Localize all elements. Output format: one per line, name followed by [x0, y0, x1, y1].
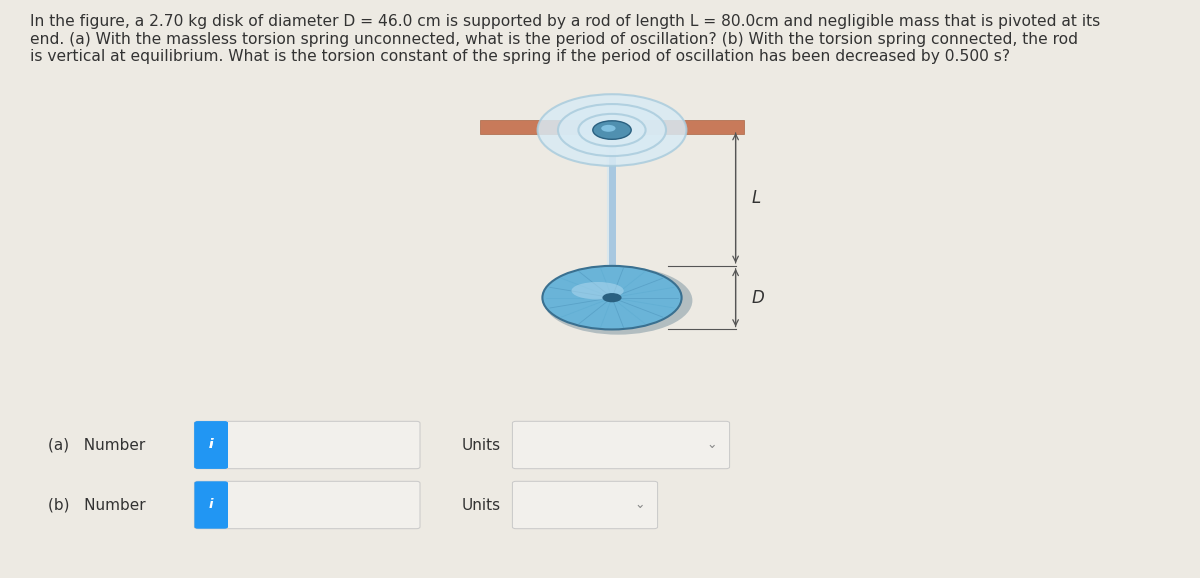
Text: i: i — [209, 439, 214, 451]
Circle shape — [578, 114, 646, 146]
FancyBboxPatch shape — [512, 421, 730, 469]
Ellipse shape — [571, 282, 624, 299]
Text: ⌄: ⌄ — [707, 439, 716, 451]
Text: D: D — [751, 288, 764, 307]
Text: Units: Units — [462, 438, 502, 453]
Circle shape — [602, 293, 622, 302]
Text: (a)   Number: (a) Number — [48, 438, 145, 453]
Text: L: L — [751, 189, 761, 207]
FancyBboxPatch shape — [194, 421, 420, 469]
Circle shape — [538, 94, 686, 166]
Text: i: i — [209, 498, 214, 512]
FancyBboxPatch shape — [194, 421, 228, 469]
Text: In the figure, a 2.70 kg disk of diameter D = 46.0 cm is supported by a rod of l: In the figure, a 2.70 kg disk of diamete… — [30, 14, 1100, 64]
Text: Units: Units — [462, 498, 502, 513]
Circle shape — [558, 104, 666, 156]
Text: (b)   Number: (b) Number — [48, 498, 145, 513]
FancyBboxPatch shape — [194, 421, 228, 469]
Bar — [480, 120, 744, 134]
Text: ⌄: ⌄ — [635, 498, 644, 512]
Ellipse shape — [544, 266, 692, 335]
FancyBboxPatch shape — [194, 481, 228, 529]
Circle shape — [601, 125, 616, 132]
Text: i: i — [209, 439, 214, 451]
FancyBboxPatch shape — [194, 481, 420, 529]
Circle shape — [593, 121, 631, 139]
FancyBboxPatch shape — [512, 481, 658, 529]
Ellipse shape — [542, 266, 682, 329]
